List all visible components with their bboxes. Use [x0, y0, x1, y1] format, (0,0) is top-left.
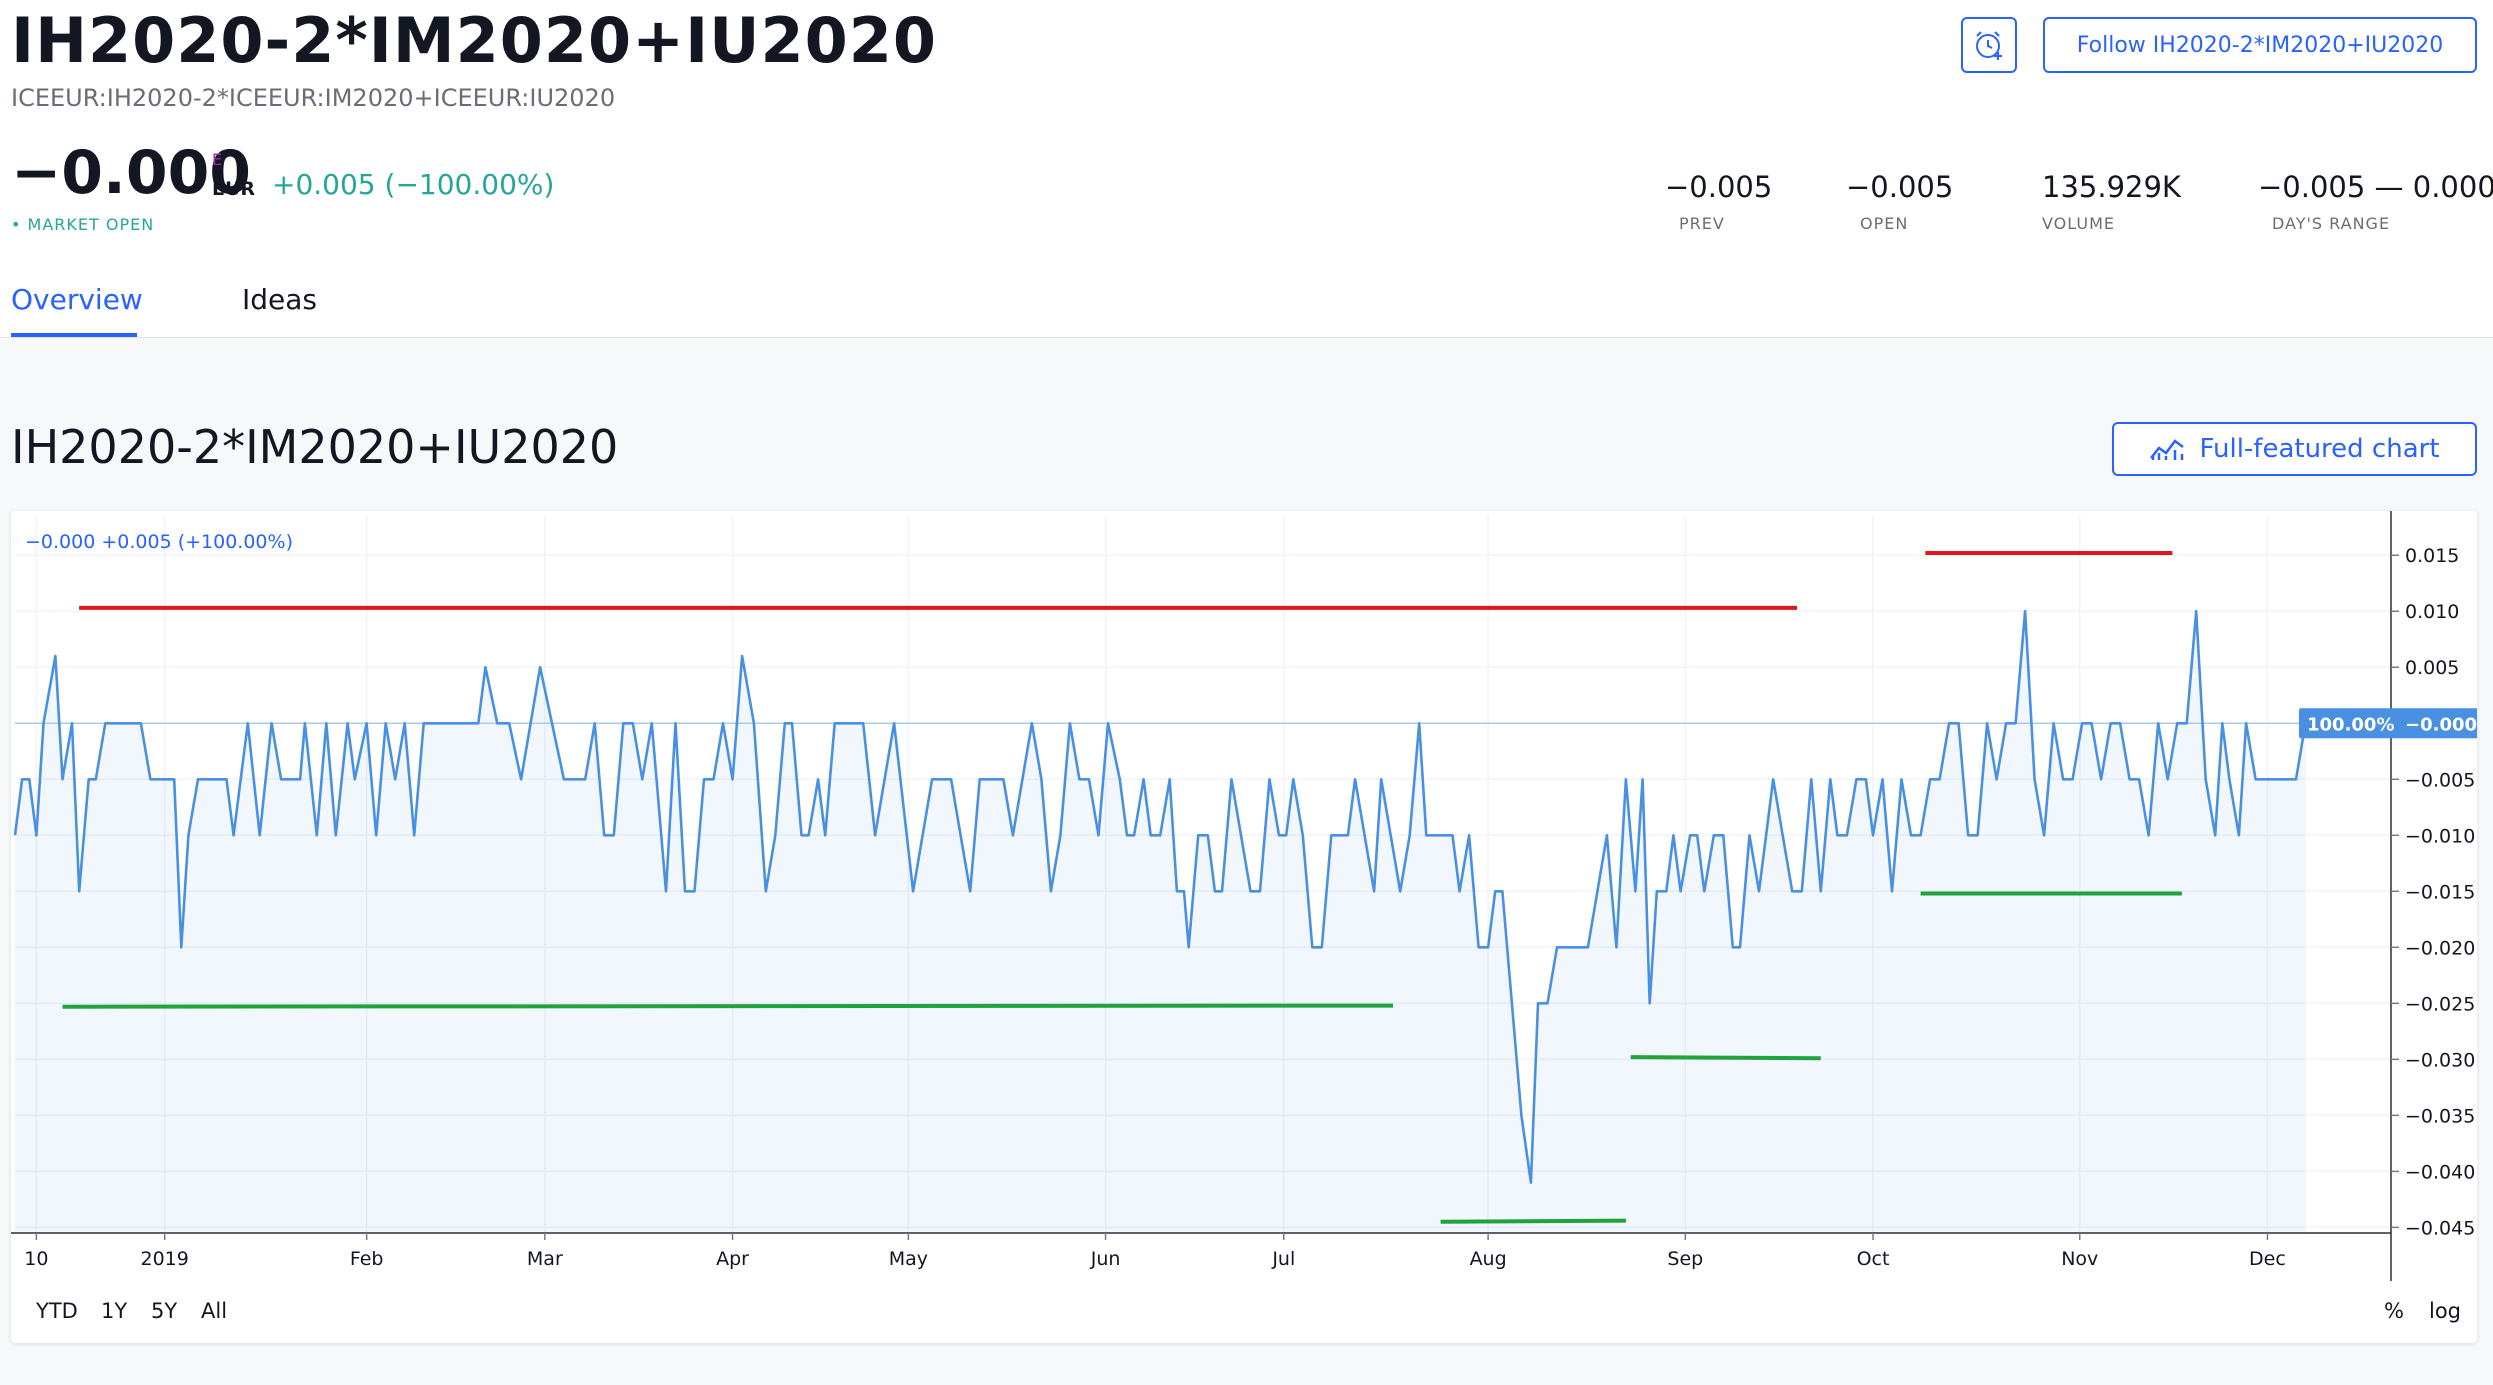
y-tick-label: −0.045 — [2405, 1217, 2475, 1239]
y-tick-label: −0.010 — [2405, 825, 2475, 847]
price-chart[interactable]: 0.0150.0100.0050.000−0.005−0.010−0.015−0… — [11, 511, 2477, 1343]
full-featured-chart-label: Full-featured chart — [2199, 434, 2440, 464]
add-alert-clock-icon — [1976, 31, 2002, 60]
y-tick-label: −0.035 — [2405, 1105, 2475, 1127]
y-tick-label: −0.020 — [2405, 937, 2475, 959]
follow-button[interactable]: Follow IH2020-2*IM2020+IU2020 — [2043, 17, 2477, 73]
stat-value: 135.929K — [2042, 170, 2181, 204]
y-tick-label: 0.005 — [2405, 657, 2459, 679]
y-tick-label: 0.010 — [2405, 601, 2459, 623]
symbol-subtitle: ICEEUR:IH2020-2*ICEEUR:IM2020+ICEEUR:IU2… — [11, 84, 616, 112]
stat-value: −0.005 — [1665, 170, 1773, 204]
chart-legend: −0.000 +0.005 (+100.00%) — [25, 531, 293, 553]
y-tick-label: 0.015 — [2405, 545, 2459, 567]
price-axis[interactable]: 0.0150.0100.0050.000−0.005−0.010−0.015−0… — [2391, 545, 2475, 1239]
x-tick-label: 10 — [24, 1248, 48, 1270]
y-tick-label: −0.025 — [2405, 993, 2475, 1015]
x-tick-label: Jun — [1090, 1248, 1121, 1270]
x-tick-label: Aug — [1470, 1248, 1507, 1270]
support-line — [1630, 1055, 1821, 1061]
support-line — [62, 1003, 1394, 1009]
price-series-line — [13, 609, 2307, 1184]
support-resistance-lines — [62, 550, 2182, 1224]
price-tag-background — [2299, 708, 2477, 739]
stat-label: OPEN — [1860, 214, 1909, 233]
price-tag-percent: 100.00% — [2307, 714, 2395, 735]
last-price: −0.000 — [11, 138, 252, 208]
stat-label: VOLUME — [2042, 214, 2115, 233]
stat-label: PREV — [1679, 214, 1725, 233]
stat-days-range: −0.005 — 0.000 DAY'S RANGE — [2258, 170, 2493, 233]
chart-line-icon — [2150, 439, 2185, 460]
chart-section-title: IH2020-2*IM2020+IU2020 — [11, 420, 619, 474]
x-tick-label: 2019 — [141, 1248, 189, 1270]
price-tag-value: −0.000 — [2405, 714, 2477, 735]
price-change: +0.005 (−100.00%) — [272, 168, 555, 201]
market-status: • MARKET OPEN — [11, 215, 155, 234]
full-featured-chart-button[interactable]: Full-featured chart — [2112, 422, 2477, 476]
range-5y-button[interactable]: 5Y — [151, 1299, 178, 1323]
price-tag: 100.00% −0.000 — [2299, 708, 2477, 739]
support-line — [1440, 1218, 1626, 1224]
time-axis[interactable]: 10 2019 Feb Mar Apr May Jun Jul Aug Sep Oct Nov Dec — [24, 1233, 2286, 1270]
stat-label: DAY'S RANGE — [2272, 214, 2391, 233]
add-alert-button[interactable] — [1961, 17, 2017, 73]
stat-open: −0.005 OPEN — [1846, 170, 1953, 233]
x-tick-label: May — [889, 1248, 928, 1270]
range-1y-button[interactable]: 1Y — [101, 1299, 128, 1323]
exchange-mark: E — [212, 150, 223, 169]
stat-prev: −0.005 PREV — [1665, 170, 1772, 233]
y-tick-label: −0.005 — [2405, 769, 2475, 791]
chart-canvas[interactable]: 0.0150.0100.0050.000−0.005−0.010−0.015−0… — [11, 511, 2477, 1343]
stat-value: −0.005 — [1846, 170, 1954, 204]
symbol-title: IH2020-2*IM2020+IU2020 — [11, 4, 938, 77]
y-tick-label: −0.030 — [2405, 1049, 2475, 1071]
stat-value: −0.005 — 0.000 — [2258, 170, 2493, 204]
x-tick-label: Dec — [2249, 1248, 2286, 1270]
x-tick-label: Mar — [527, 1248, 563, 1270]
price-currency: EUR — [212, 178, 256, 200]
symbol-header: IH2020-2*IM2020+IU2020 ICEEUR:IH2020-2*I… — [0, 0, 2493, 338]
range-all-button[interactable]: All — [201, 1299, 228, 1323]
x-tick-label: Jul — [1271, 1248, 1295, 1270]
x-tick-label: Apr — [716, 1248, 749, 1270]
x-tick-label: Oct — [1857, 1248, 1890, 1270]
y-tick-label: −0.040 — [2405, 1161, 2475, 1183]
percent-scale-toggle[interactable]: % — [2384, 1299, 2404, 1323]
price-area-fill — [15, 611, 2306, 1233]
range-ytd-button[interactable]: YTD — [36, 1299, 78, 1323]
stat-volume: 135.929K VOLUME — [2042, 170, 2181, 233]
active-tab-indicator — [11, 333, 137, 337]
x-tick-label: Nov — [2061, 1248, 2098, 1270]
tab-overview[interactable]: Overview — [11, 283, 143, 316]
tab-ideas[interactable]: Ideas — [242, 283, 318, 316]
x-tick-label: Sep — [1667, 1248, 1703, 1270]
y-tick-label: −0.015 — [2405, 881, 2475, 903]
x-tick-label: Feb — [350, 1248, 384, 1270]
log-scale-toggle[interactable]: log — [2429, 1299, 2462, 1323]
